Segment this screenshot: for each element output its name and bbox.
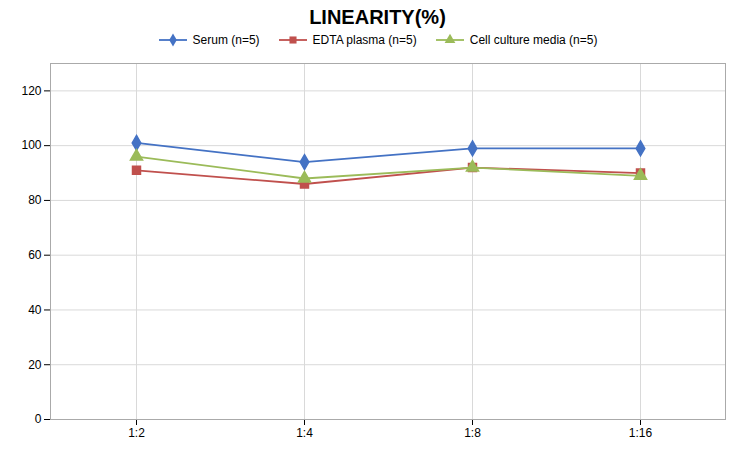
svg-text:0: 0 [35, 412, 42, 426]
svg-text:80: 80 [28, 193, 42, 207]
svg-text:40: 40 [28, 303, 42, 317]
svg-text:20: 20 [28, 358, 42, 372]
html-text:Cell culture media (n=5): Cell culture media (n=5) [469, 33, 598, 47]
svg-text:1:16: 1:16 [629, 426, 653, 440]
svg-text:60: 60 [28, 248, 42, 262]
svg-text:120: 120 [21, 84, 41, 98]
svg-text:100: 100 [21, 138, 41, 152]
svg-text:1:8: 1:8 [464, 426, 481, 440]
svg-text:1:2: 1:2 [128, 426, 145, 440]
html-text:Serum (n=5): Serum (n=5) [192, 33, 260, 47]
html-text:LINEARITY(%): LINEARITY(%) [309, 6, 446, 28]
svg-text:1:4: 1:4 [296, 426, 313, 440]
html-text:EDTA plasma (n=5): EDTA plasma (n=5) [312, 33, 417, 47]
